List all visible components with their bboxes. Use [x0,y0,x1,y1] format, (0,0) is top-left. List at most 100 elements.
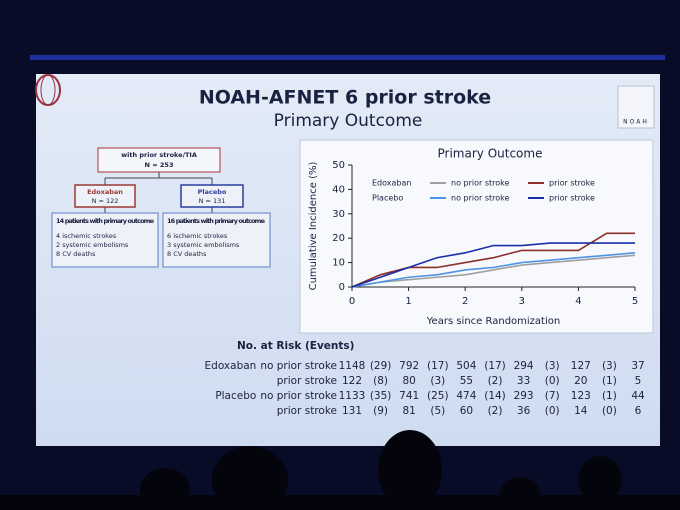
risk-cell: 1148 [339,360,366,372]
risk-cell: (0) [602,405,617,417]
risk-cell: 5 [635,375,642,387]
row-group: Edoxaban [205,360,257,372]
legend-label: no prior stroke [451,179,509,188]
outcome-line: 2 systemic embolisms [56,241,129,249]
slide-subtitle: Primary Outcome [274,111,423,131]
x-tick-label: 0 [349,296,355,307]
risk-cell: 294 [514,360,534,372]
x-tick-label: 1 [405,296,411,307]
risk-cell: 80 [403,375,416,387]
risk-cell: (1) [602,390,617,402]
risk-cell: (3) [430,375,445,387]
logo-text: NOAH [623,119,649,126]
risk-cell: (2) [488,375,503,387]
flow-box [97,147,221,173]
row-label: prior stroke [277,405,337,417]
x-tick-label: 4 [575,296,581,307]
legend-group: Edoxaban [372,179,411,188]
risk-cell: 293 [514,390,534,402]
y-axis-label: Cumulative Incidence (%) [308,162,319,291]
series-line [351,254,636,288]
arm-name: Placebo [198,188,227,196]
y-tick-label: 30 [332,209,345,220]
series-line [351,252,636,288]
risk-cell: 127 [571,360,591,372]
risk-cell: (9) [373,405,388,417]
risk-cell: (3) [602,360,617,372]
risk-cell: (0) [545,375,560,387]
risk-cell: 33 [517,375,530,387]
x-axis-label: Years since Randomization [426,316,560,327]
outcome-line: 3 systemic embolisms [167,241,240,249]
y-tick-label: 10 [332,258,345,269]
series-line [351,242,635,288]
logo-right [617,85,655,129]
legend-label: no prior stroke [451,194,509,203]
risk-cell: (1) [602,375,617,387]
logo-left [35,74,61,106]
y-tick-label: 40 [332,184,345,195]
slide-title: NOAH-AFNET 6 prior stroke [199,87,491,109]
risk-cell: 6 [635,405,642,417]
arm-n: N = 131 [199,197,226,205]
screen-edge [30,55,665,60]
risk-cell: (14) [484,390,506,402]
row-label: no prior stroke [260,360,337,372]
risk-cell: 14 [574,405,588,417]
risk-cell: (7) [545,390,560,402]
risk-cell: 55 [460,375,473,387]
flow-text: with prior stroke/TIA [121,151,197,159]
arm-box [74,184,136,208]
arm-n: N = 122 [92,197,119,205]
risk-cell: 20 [574,375,587,387]
risk-cell: 741 [399,390,419,402]
legend-label: prior stroke [549,179,595,188]
risk-cell: 122 [342,375,362,387]
risk-cell: 36 [517,405,531,417]
risk-cell: (8) [373,375,388,387]
risk-cell: 131 [342,405,362,417]
x-tick-label: 5 [632,296,638,307]
risk-cell: 37 [631,360,644,372]
risk-cell: (3) [545,360,560,372]
outcome-box [162,212,271,268]
outcome-box [51,212,159,268]
risk-cell: (17) [427,360,449,372]
outcome-line: 8 CV deaths [56,250,96,258]
risk-cell: (17) [484,360,506,372]
arm-name: Edoxaban [87,188,123,196]
risk-cell: 60 [460,405,473,417]
y-tick-label: 20 [332,233,345,244]
risk-cell: (29) [370,360,392,372]
plot-panel [299,139,654,334]
risk-cell: 123 [571,390,591,402]
arm-box [180,184,244,208]
risk-table-title: No. at Risk (Events) [237,340,354,352]
chart-title: Primary Outcome [438,147,543,161]
legend-group: Placebo [372,194,403,203]
row-label: prior stroke [277,375,337,387]
risk-cell: (5) [430,405,445,417]
risk-cell: 474 [456,390,476,402]
flow-text: N = 253 [145,161,174,169]
risk-cell: 44 [631,390,645,402]
outcome-line: 14 patients with primary outcome [56,217,155,225]
y-tick-label: 0 [339,282,345,293]
risk-cell: (0) [545,405,560,417]
x-tick-label: 3 [519,296,525,307]
legend-label: prior stroke [549,194,595,203]
risk-cell: 81 [403,405,416,417]
y-tick-label: 50 [332,160,345,171]
outcome-line: 16 patients with primary outcome [167,217,266,225]
row-group: Placebo [215,390,256,402]
flow-diagram: with prior stroke/TIA N = 253 [97,147,221,213]
risk-cell: 1133 [339,390,366,402]
risk-cell: (2) [488,405,503,417]
outcome-line: 4 ischemic strokes [56,232,117,240]
risk-cell: (35) [370,390,392,402]
row-label: no prior stroke [260,390,337,402]
outcome-line: 8 CV deaths [167,250,207,258]
risk-cell: 504 [456,360,476,372]
